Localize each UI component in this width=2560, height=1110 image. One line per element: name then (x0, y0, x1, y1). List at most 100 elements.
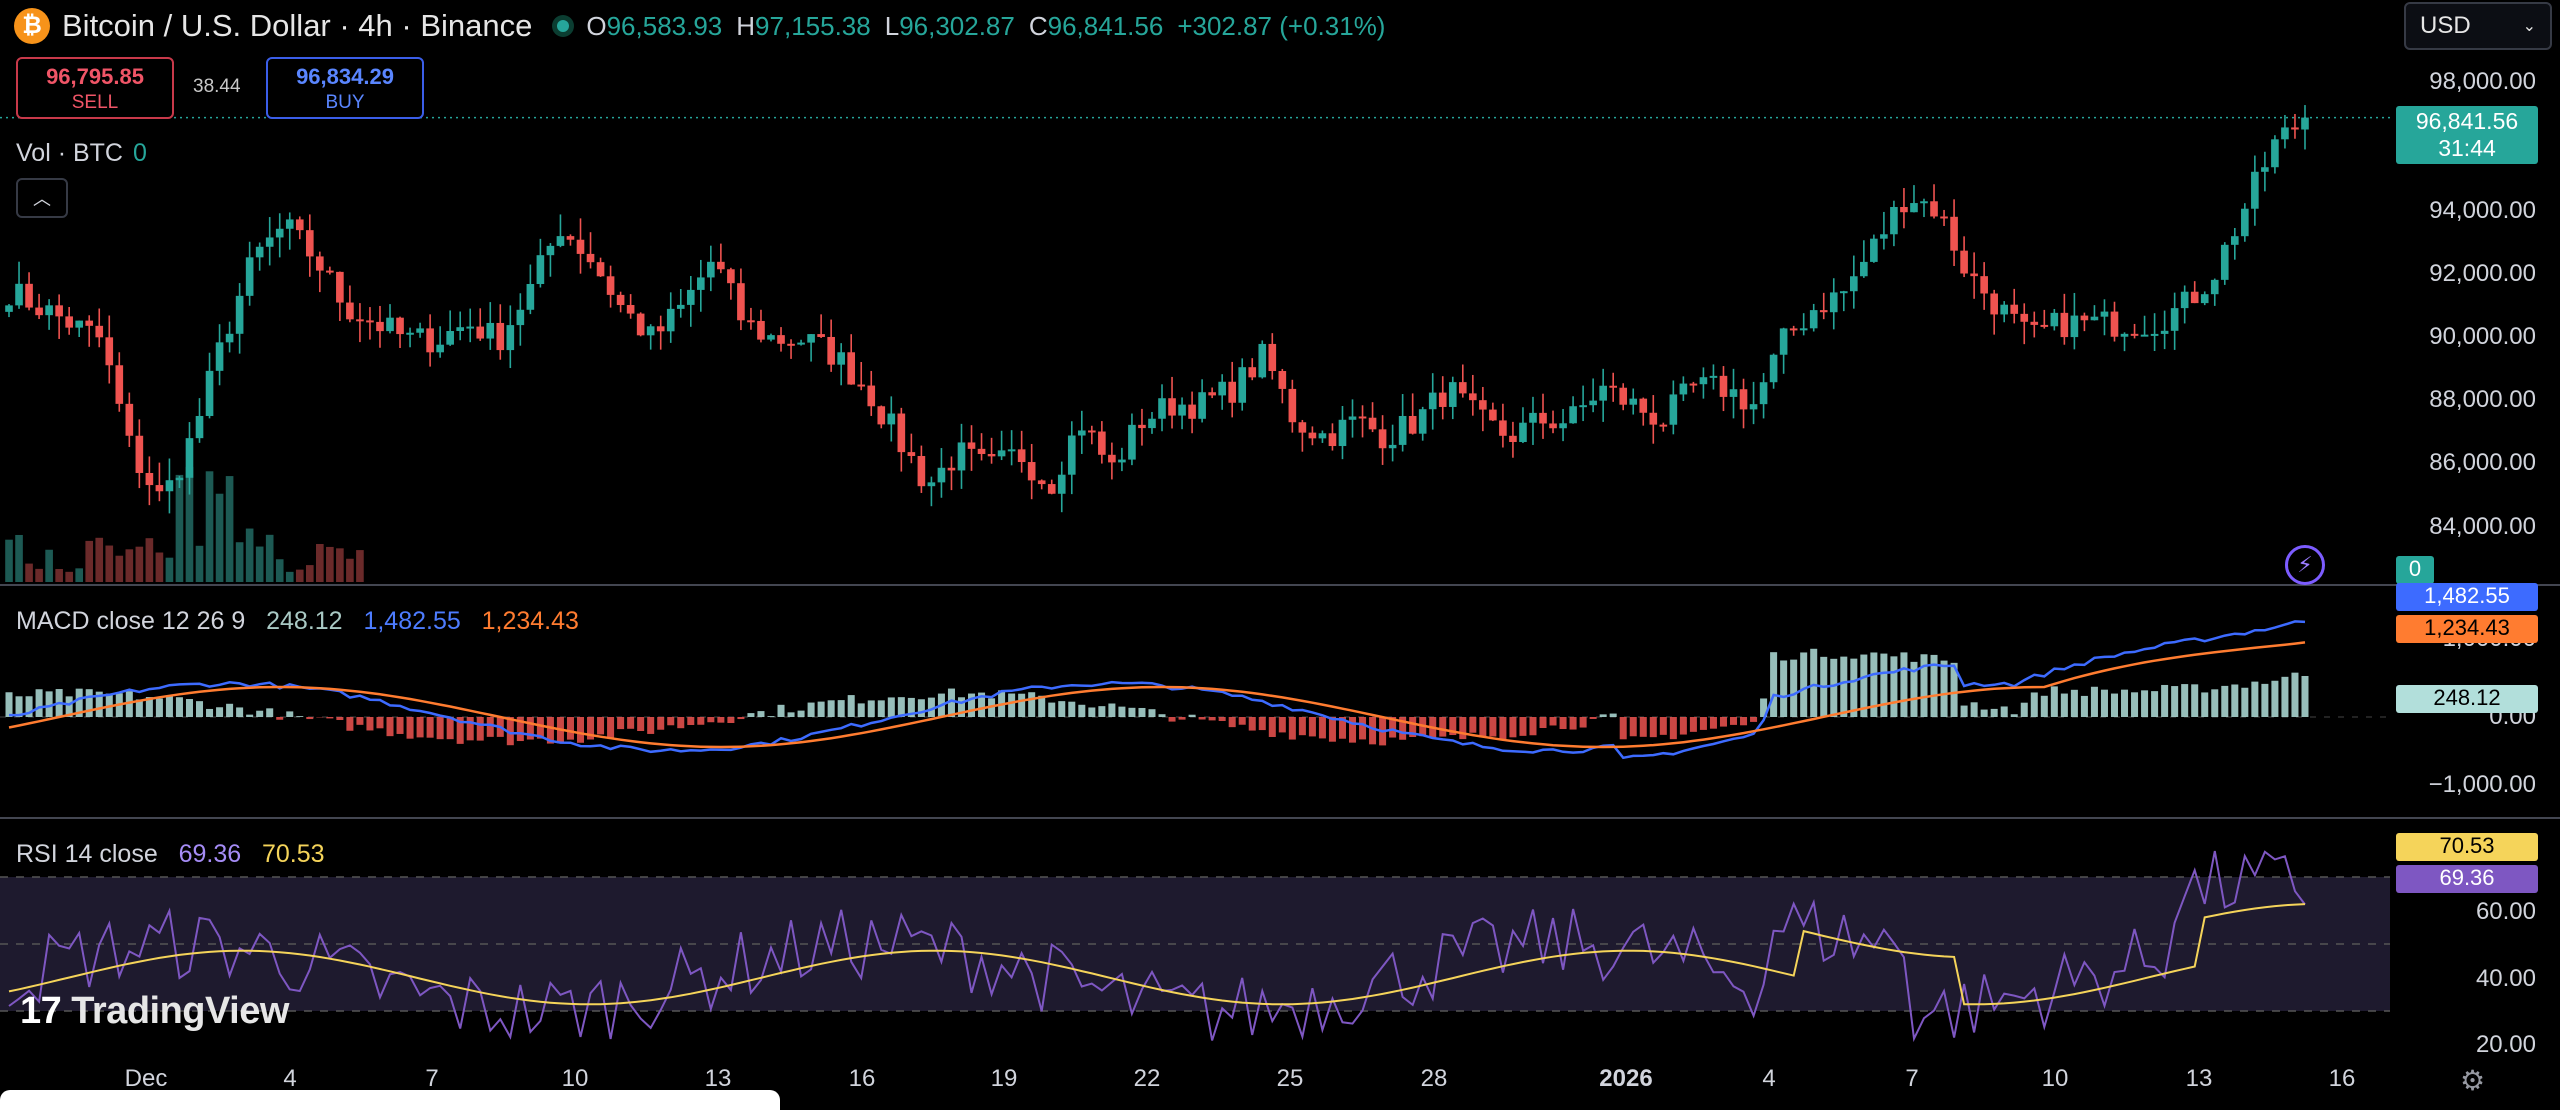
volume-bar (35, 569, 43, 582)
candle-body (316, 256, 324, 270)
macd-hist-bar (1680, 717, 1687, 735)
candle-body (737, 283, 745, 320)
macd-hist-bar (1098, 706, 1105, 717)
macd-hist-bar (2121, 690, 2128, 717)
macd-hist-bar (757, 711, 764, 717)
macd-hist-bar (868, 700, 875, 717)
macd-hist-bar (828, 700, 835, 717)
candle-body (186, 438, 194, 478)
candle-body (1850, 276, 1858, 291)
macd-hist-bar (1309, 717, 1316, 736)
sell-button[interactable]: 96,795.85 SELL (16, 57, 174, 119)
candle-body (1218, 382, 1226, 396)
candle-body (898, 414, 906, 453)
macd-hist-bar (2061, 694, 2068, 717)
settings-gear-icon[interactable]: ⚙ (2460, 1064, 2485, 1097)
candle-body (2020, 314, 2028, 322)
macd-hist-bar (1740, 717, 1747, 725)
candle-body (1108, 455, 1116, 463)
candle-body (466, 327, 474, 329)
macd-hist-bar (1730, 717, 1737, 725)
candle-body (416, 328, 424, 332)
macd-hist-bar (236, 707, 243, 717)
rsi-legend[interactable]: RSI 14 close 69.36 70.53 (16, 840, 325, 869)
candle-body (146, 473, 154, 485)
candle-body (456, 327, 464, 331)
date-label: 4 (1762, 1065, 1775, 1093)
candle-body (2121, 334, 2129, 337)
volume-tag: 0 (2396, 556, 2434, 584)
macd-hist-bar (1459, 717, 1466, 739)
buy-button[interactable]: 96,834.29 BUY (266, 57, 424, 119)
candle-body (1740, 389, 1748, 409)
macd-hist-bar (1499, 717, 1506, 739)
macd-hist-bar (1660, 717, 1667, 735)
macd-hist-bar (1810, 649, 1817, 717)
candle-body (1459, 382, 1467, 393)
candle-body (386, 318, 394, 331)
macd-hist-bar (276, 717, 283, 720)
candle-body (567, 236, 575, 240)
macd-hist-bar (2131, 692, 2138, 717)
macd-hist-bar (607, 717, 614, 739)
price-axis-label: 98,000.00 (2429, 68, 2536, 96)
volume-bar (326, 547, 334, 582)
candle-body (747, 320, 755, 322)
candle-body (757, 321, 765, 340)
candle-body (617, 295, 625, 305)
macd-hist-bar (1469, 717, 1476, 733)
candle-body (1128, 425, 1136, 460)
macd-hist-bar (2301, 676, 2308, 717)
macd-hist-bar (778, 705, 785, 717)
bottom-panel-handle[interactable] (0, 1090, 780, 1110)
candle-body (85, 321, 93, 326)
candle-body (2101, 312, 2109, 317)
chart-header: ₿ Bitcoin / U.S. Dollar · 4h · Binance O… (14, 6, 1385, 46)
macd-hist-bar (1570, 717, 1577, 730)
macd-hist-bar (1880, 654, 1887, 717)
candle-body (1208, 392, 1216, 395)
symbol-title[interactable]: Bitcoin / U.S. Dollar · 4h · Binance (62, 8, 532, 44)
macd-hist-bar (1159, 714, 1166, 717)
macd-hist-bar (1279, 717, 1286, 732)
candle-body (2251, 172, 2259, 209)
tradingview-logo: 17 TradingView (20, 990, 289, 1033)
candle-body (2030, 322, 2038, 325)
currency-select[interactable]: USD ⌄ (2404, 2, 2552, 50)
lightning-icon[interactable]: ⚡ (2285, 545, 2325, 585)
candle-body (1950, 217, 1958, 251)
macd-hist-bar (226, 704, 233, 717)
market-status-icon (552, 15, 574, 37)
candle-body (2211, 280, 2219, 294)
macd-hist-bar (2261, 684, 2268, 717)
macd-hist-bar (196, 701, 203, 717)
candle-body (2161, 331, 2169, 334)
volume-bar (346, 559, 354, 582)
candle-body (1589, 401, 1597, 406)
macd-hist-bar (727, 717, 734, 723)
macd-hist-bar (1108, 704, 1115, 717)
candle-body (1058, 475, 1066, 494)
candle-body (1228, 382, 1236, 403)
date-label: 10 (562, 1065, 589, 1093)
macd-hist-bar (1670, 717, 1677, 739)
collapse-legend-button[interactable]: ︿ (16, 178, 68, 218)
macd-hist-bar (597, 717, 604, 734)
volume-bar (15, 535, 23, 582)
volume-bars (5, 467, 364, 582)
candle-body (1820, 310, 1828, 312)
date-label: 2026 (1599, 1065, 1652, 1093)
macd-hist-bar (1991, 709, 1998, 717)
macd-hist-bar (1941, 661, 1948, 717)
macd-hist-bar (447, 717, 454, 739)
candle-body (1880, 234, 1888, 238)
macd-legend[interactable]: MACD close 12 26 9 248.12 1,482.55 1,234… (16, 607, 579, 636)
date-label: 7 (425, 1065, 438, 1093)
macd-hist-bar (1580, 717, 1587, 728)
volume-bar (246, 529, 254, 582)
macd-hist-bar (186, 699, 193, 717)
candle-body (196, 416, 204, 438)
macd-hist-bar (2291, 673, 2298, 717)
